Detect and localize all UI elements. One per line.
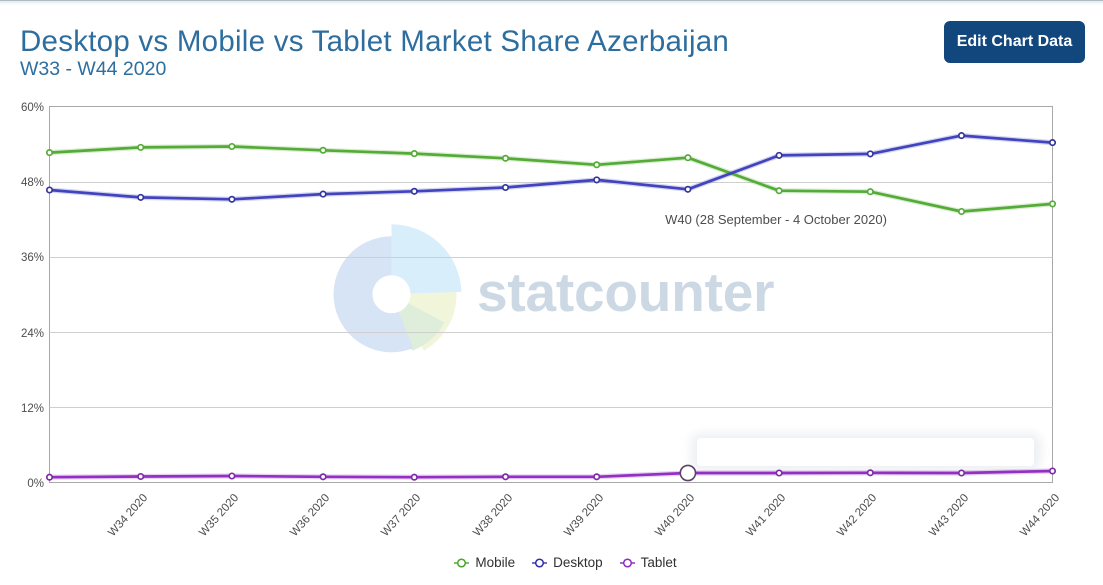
- svg-text:W40 2020: W40 2020: [653, 492, 697, 539]
- svg-text:W35 2020: W35 2020: [197, 492, 241, 539]
- svg-text:W39 2020: W39 2020: [562, 492, 606, 539]
- svg-text:W36 2020: W36 2020: [288, 492, 332, 539]
- svg-text:W38 2020: W38 2020: [471, 492, 515, 539]
- svg-text:0%: 0%: [27, 478, 44, 490]
- svg-text:W44 2020: W44 2020: [1018, 492, 1062, 539]
- svg-text:60%: 60%: [21, 102, 44, 114]
- svg-text:W41 2020: W41 2020: [744, 492, 788, 539]
- svg-text:W37 2020: W37 2020: [379, 492, 423, 539]
- svg-text:24%: 24%: [21, 328, 44, 340]
- svg-text:W42 2020: W42 2020: [835, 492, 879, 539]
- svg-text:W40 (28 September - 4 October: W40 (28 September - 4 October 2020): [665, 212, 887, 227]
- svg-text:48%: 48%: [21, 177, 44, 189]
- svg-text:statcounter: statcounter: [477, 261, 774, 323]
- svg-text:36%: 36%: [21, 252, 44, 264]
- svg-text:W34 2020: W34 2020: [106, 492, 150, 539]
- svg-text:12%: 12%: [21, 403, 44, 415]
- svg-text:W43 2020: W43 2020: [927, 492, 971, 539]
